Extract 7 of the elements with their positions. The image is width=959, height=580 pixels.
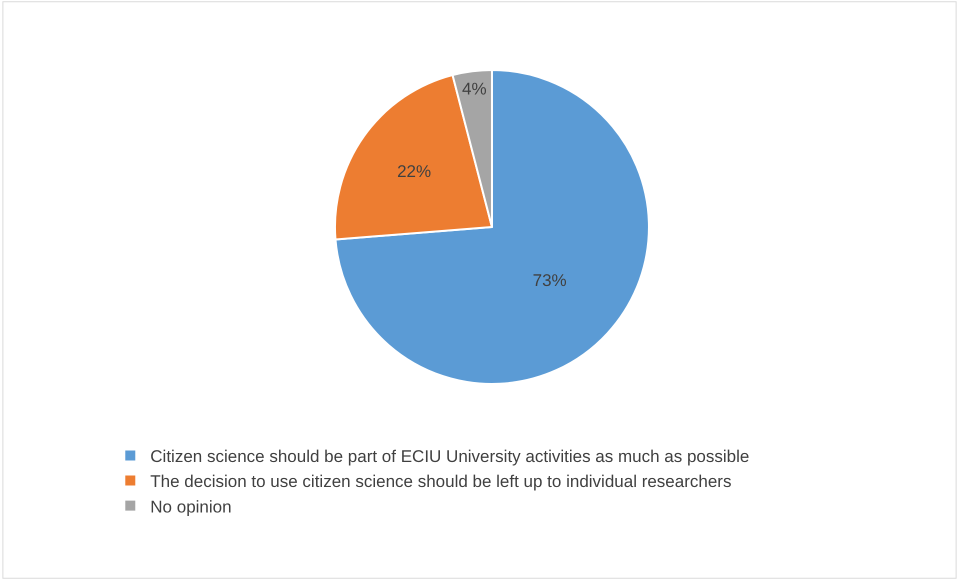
data-label: 22%	[397, 162, 432, 182]
pie-slice	[334, 69, 650, 385]
data-label: 73%	[532, 270, 567, 290]
data-label: 4%	[462, 79, 487, 98]
legend-label: No opinion	[150, 497, 232, 516]
legend-label: Citizen science should be part of ECIU University activities as much as possible	[150, 447, 750, 466]
legend-label: The decision to use citizen science should be left up to individual researchers	[150, 472, 732, 492]
